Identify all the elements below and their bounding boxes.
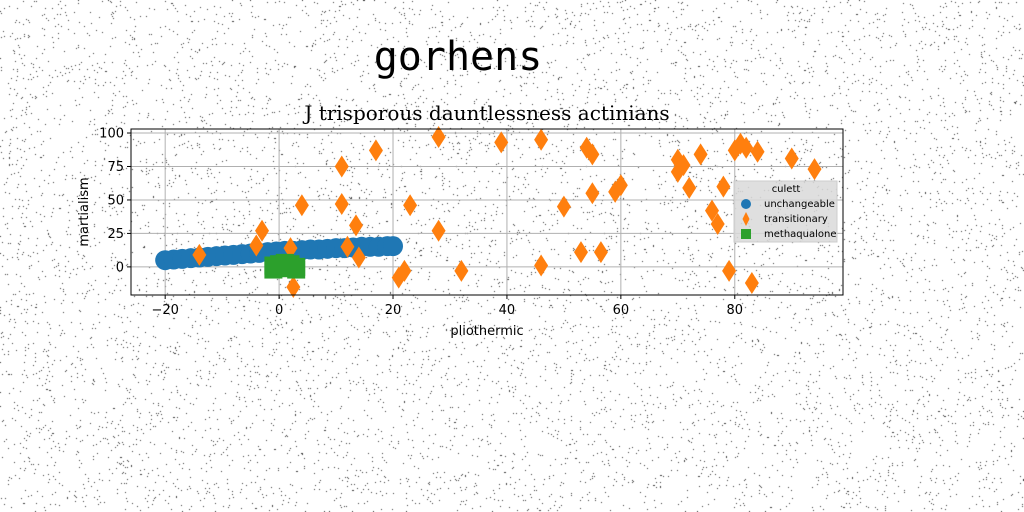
data-point-transitionary bbox=[593, 241, 608, 264]
data-point-transitionary bbox=[534, 254, 549, 277]
data-point-transitionary bbox=[249, 234, 264, 257]
y-axis-ticks: 0 25 50 75 100 bbox=[99, 127, 131, 275]
data-point-transitionary bbox=[431, 126, 446, 149]
data-point-transitionary bbox=[534, 128, 549, 151]
series-methaqualone bbox=[264, 253, 306, 279]
data-point-unchangeable bbox=[383, 236, 404, 257]
data-point-transitionary bbox=[294, 194, 309, 217]
legend-box bbox=[733, 180, 838, 243]
legend-marker-transitionary bbox=[742, 212, 750, 226]
data-point-transitionary bbox=[283, 237, 298, 260]
data-point-transitionary bbox=[585, 182, 600, 205]
data-point-transitionary bbox=[807, 158, 822, 181]
series-transitionary bbox=[192, 126, 822, 298]
data-point-transitionary bbox=[348, 214, 363, 237]
x-tick-label: 0 bbox=[275, 303, 283, 318]
data-point-transitionary bbox=[351, 246, 366, 269]
legend-label-unchangeable: unchangeable bbox=[764, 199, 835, 210]
data-point-transitionary bbox=[255, 219, 270, 242]
x-tick-label: 40 bbox=[499, 303, 516, 318]
x-tick-label: −20 bbox=[151, 303, 178, 318]
y-axis-label: martialism bbox=[77, 177, 92, 246]
x-tick-label: 20 bbox=[385, 303, 402, 318]
data-point-transitionary bbox=[585, 143, 600, 166]
data-point-methaqualone bbox=[287, 260, 306, 279]
y-tick-label: 0 bbox=[116, 260, 124, 275]
data-point-transitionary bbox=[693, 143, 708, 166]
data-point-transitionary bbox=[368, 139, 383, 162]
figure-title: gorhens bbox=[373, 34, 543, 80]
data-point-transitionary bbox=[340, 235, 355, 258]
data-point-transitionary bbox=[397, 259, 412, 282]
data-point-transitionary bbox=[431, 219, 446, 242]
plot-frame bbox=[130, 128, 844, 296]
data-point-transitionary bbox=[192, 243, 207, 266]
data-point-transitionary bbox=[573, 241, 588, 264]
data-point-transitionary bbox=[403, 194, 418, 217]
data-point-methaqualone bbox=[264, 256, 283, 275]
data-point-transitionary bbox=[682, 176, 697, 199]
data-point-transitionary bbox=[676, 154, 691, 177]
legend-label-methaqualone: methaqualone bbox=[764, 229, 836, 240]
y-tick-label: 50 bbox=[107, 193, 124, 208]
data-point-transitionary bbox=[556, 195, 571, 218]
x-axis-label: pliothermic bbox=[450, 324, 523, 339]
legend-label-transitionary: transitionary bbox=[764, 214, 828, 225]
legend-title: culett bbox=[772, 184, 801, 195]
data-point-transitionary bbox=[722, 259, 737, 282]
x-tick-label: 60 bbox=[613, 303, 630, 318]
data-point-transitionary bbox=[494, 131, 509, 154]
x-axis-ticks: −20 0 20 40 60 80 bbox=[151, 295, 743, 318]
y-tick-label: 25 bbox=[107, 227, 124, 242]
legend-marker-methaqualone bbox=[741, 229, 751, 239]
legend: culett unchangeable transitionary methaq… bbox=[733, 180, 838, 243]
data-point-transitionary bbox=[784, 147, 799, 170]
data-point-transitionary bbox=[334, 155, 349, 178]
y-tick-label: 100 bbox=[99, 127, 124, 142]
data-point-transitionary bbox=[454, 259, 469, 282]
data-point-transitionary bbox=[704, 199, 719, 222]
y-tick-label: 75 bbox=[107, 160, 124, 175]
legend-marker-unchangeable bbox=[741, 199, 751, 209]
data-point-transitionary bbox=[710, 213, 725, 236]
data-point-transitionary bbox=[744, 271, 759, 294]
data-point-transitionary bbox=[613, 174, 628, 197]
data-point-transitionary bbox=[286, 275, 301, 298]
data-point-transitionary bbox=[739, 136, 754, 159]
data-point-transitionary bbox=[750, 140, 765, 163]
chart-title: J trisporous dauntlessness actinians bbox=[302, 101, 669, 125]
data-point-transitionary bbox=[334, 192, 349, 215]
data-point-transitionary bbox=[716, 175, 731, 198]
x-tick-label: 80 bbox=[727, 303, 744, 318]
plot-area bbox=[155, 126, 822, 298]
